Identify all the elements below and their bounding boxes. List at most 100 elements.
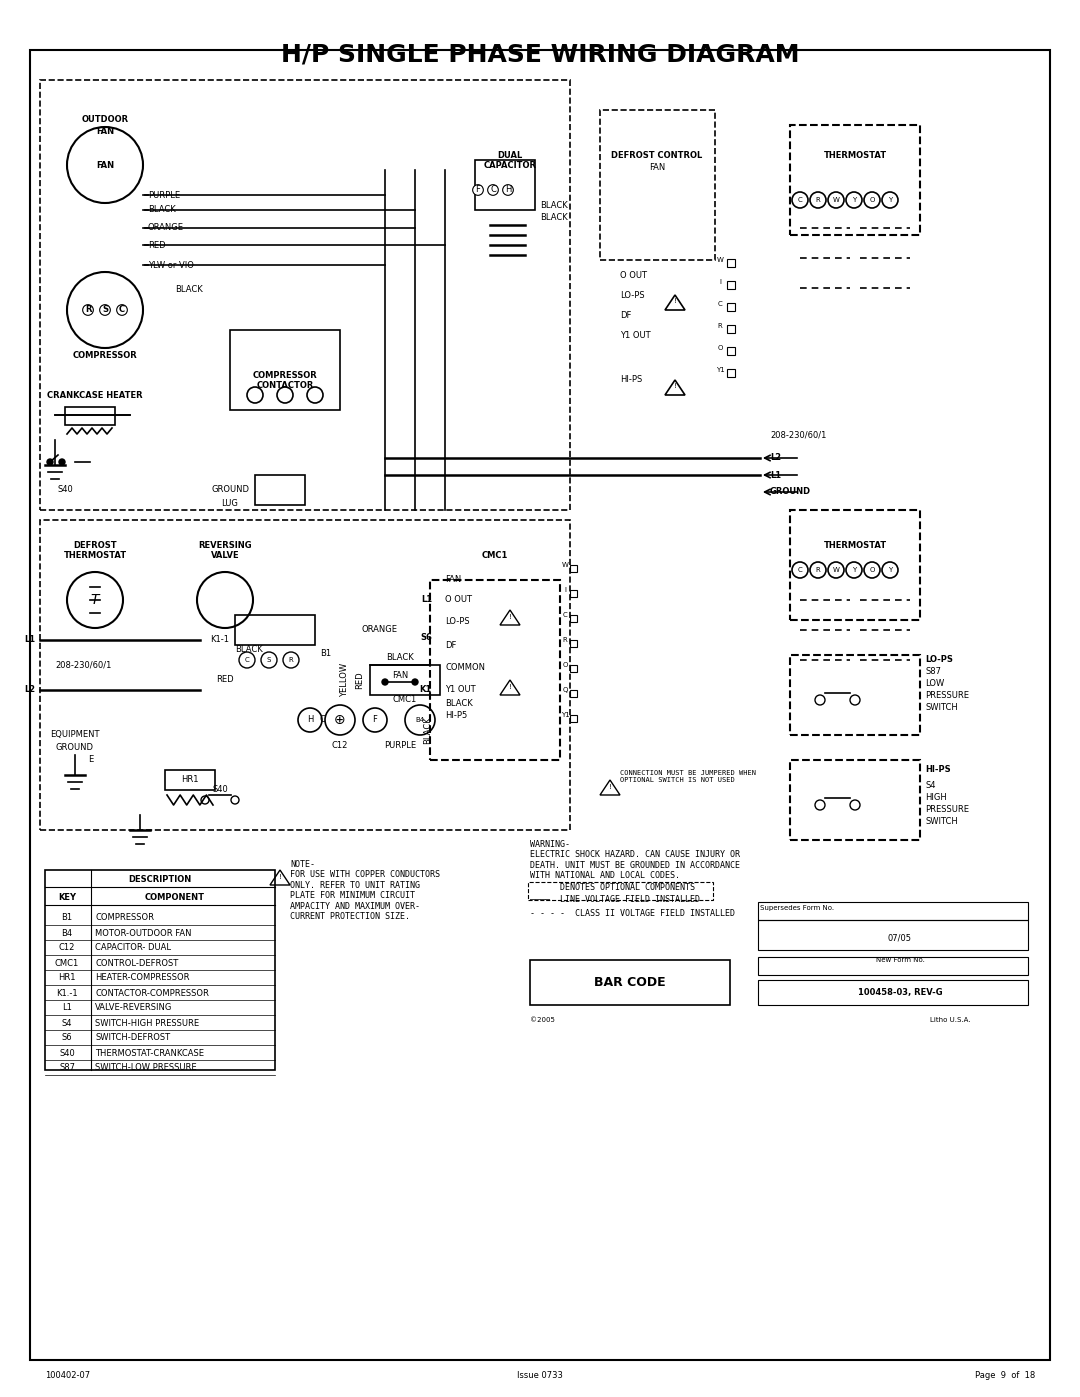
Text: SWITCH-DEFROST: SWITCH-DEFROST <box>95 1034 171 1042</box>
Text: PRESSURE: PRESSURE <box>924 805 969 813</box>
Text: C12: C12 <box>332 740 348 750</box>
Text: WARNING-
ELECTRIC SHOCK HAZARD. CAN CAUSE INJURY OR
DEATH. UNIT MUST BE GROUNDED: WARNING- ELECTRIC SHOCK HAZARD. CAN CAUS… <box>530 840 740 880</box>
Text: C: C <box>319 715 325 725</box>
Text: 07/05: 07/05 <box>888 933 912 943</box>
Text: R: R <box>84 306 91 314</box>
Text: W: W <box>833 567 839 573</box>
Bar <box>475 161 535 210</box>
Text: BLACK: BLACK <box>540 214 568 222</box>
Text: DUAL: DUAL <box>498 151 523 159</box>
Bar <box>758 921 1028 950</box>
Text: FAN: FAN <box>392 671 408 679</box>
Text: CAPACITOR: CAPACITOR <box>484 161 537 169</box>
Text: W: W <box>716 257 724 263</box>
Bar <box>255 475 305 504</box>
Text: ⊕: ⊕ <box>334 712 346 726</box>
Text: Y1 OUT: Y1 OUT <box>620 331 650 339</box>
Bar <box>430 580 561 760</box>
Text: VALVE: VALVE <box>211 552 240 560</box>
Text: C: C <box>798 567 802 573</box>
Text: T: T <box>91 592 99 608</box>
Text: BLACK: BLACK <box>540 201 568 210</box>
Text: DEFROST CONTROL: DEFROST CONTROL <box>611 151 703 159</box>
Text: FAN: FAN <box>649 163 665 172</box>
Text: EQUIPMENT: EQUIPMENT <box>51 731 99 739</box>
Text: L2: L2 <box>770 454 781 462</box>
Text: FAN: FAN <box>96 161 114 169</box>
Bar <box>40 520 570 830</box>
Text: !: ! <box>509 685 512 690</box>
Text: !: ! <box>279 875 282 880</box>
Text: !: ! <box>608 784 611 789</box>
Text: CAPACITOR- DUAL: CAPACITOR- DUAL <box>95 943 171 953</box>
Text: S6: S6 <box>420 633 432 643</box>
Text: YELLOW: YELLOW <box>340 664 350 697</box>
Bar <box>758 981 1028 1004</box>
Text: I: I <box>564 587 566 592</box>
Text: COMPONENT: COMPONENT <box>145 894 205 902</box>
Bar <box>45 870 275 1070</box>
Text: Y: Y <box>888 197 892 203</box>
Text: OUTDOOR: OUTDOOR <box>81 116 129 124</box>
Bar <box>570 615 577 622</box>
Text: SWITCH-LOW PRESSURE: SWITCH-LOW PRESSURE <box>95 1063 197 1073</box>
Text: C: C <box>119 306 125 314</box>
Text: E: E <box>87 756 93 764</box>
Bar <box>570 690 577 697</box>
Text: !: ! <box>674 298 676 305</box>
Text: CONNECTION MUST BE JUMPERED WHEN
OPTIONAL SWITCH IS NOT USED: CONNECTION MUST BE JUMPERED WHEN OPTIONA… <box>620 770 756 782</box>
Text: S40: S40 <box>212 785 228 795</box>
Text: R: R <box>815 567 821 573</box>
Text: O: O <box>869 197 875 203</box>
Text: S4: S4 <box>924 781 935 789</box>
Text: Y: Y <box>852 567 856 573</box>
Text: LUG: LUG <box>221 499 239 507</box>
Text: O: O <box>869 567 875 573</box>
Text: LO-PS: LO-PS <box>620 291 645 299</box>
Bar <box>230 330 340 409</box>
Text: VALVE-REVERSING: VALVE-REVERSING <box>95 1003 173 1013</box>
Text: 208-230/60/1: 208-230/60/1 <box>770 430 826 440</box>
Text: CMC1: CMC1 <box>55 958 79 968</box>
Bar <box>528 882 713 900</box>
Text: BLACK: BLACK <box>445 698 473 707</box>
Text: Supersedes Form No.: Supersedes Form No. <box>760 905 834 911</box>
Text: THERMOSTAT: THERMOSTAT <box>64 552 126 560</box>
Text: CONTROL-DEFROST: CONTROL-DEFROST <box>95 958 178 968</box>
Text: GROUND: GROUND <box>770 488 811 496</box>
Text: C: C <box>717 300 723 307</box>
Text: C: C <box>798 197 802 203</box>
Text: RED: RED <box>148 240 165 250</box>
Text: O OUT: O OUT <box>620 271 647 279</box>
Text: HEATER-COMPRESSOR: HEATER-COMPRESSOR <box>95 974 189 982</box>
Text: C12: C12 <box>58 943 76 953</box>
Text: NOTE-
FOR USE WITH COPPER CONDUCTORS
ONLY. REFER TO UNIT RATING
PLATE FOR MINIMU: NOTE- FOR USE WITH COPPER CONDUCTORS ONL… <box>291 861 440 921</box>
Text: DENOTES OPTIONAL COMPONENTS: DENOTES OPTIONAL COMPONENTS <box>530 883 696 891</box>
Text: C: C <box>490 186 496 194</box>
Bar <box>235 615 315 645</box>
Text: CMC1: CMC1 <box>393 696 417 704</box>
Bar <box>727 346 735 355</box>
Text: SWITCH: SWITCH <box>924 704 958 712</box>
Text: SWITCH-HIGH PRESSURE: SWITCH-HIGH PRESSURE <box>95 1018 199 1028</box>
Bar <box>758 902 1028 921</box>
Text: K1-1: K1-1 <box>211 636 229 644</box>
Bar <box>570 665 577 672</box>
Text: !: ! <box>674 383 676 388</box>
Text: W: W <box>562 562 568 569</box>
Text: Issue 0733: Issue 0733 <box>517 1370 563 1379</box>
Bar <box>600 110 715 260</box>
Text: COMPRESSOR: COMPRESSOR <box>253 370 318 380</box>
Text: S40: S40 <box>57 486 72 495</box>
Bar <box>570 564 577 571</box>
Text: B4: B4 <box>416 717 424 724</box>
Text: 100402-07: 100402-07 <box>45 1370 90 1379</box>
Text: REVERSING: REVERSING <box>199 541 252 549</box>
Text: 100458-03, REV-G: 100458-03, REV-G <box>858 989 943 997</box>
Bar <box>570 590 577 597</box>
Text: F: F <box>475 186 481 194</box>
Text: K1: K1 <box>420 686 432 694</box>
Bar <box>727 369 735 377</box>
Bar <box>789 760 920 840</box>
Text: O: O <box>563 662 568 668</box>
